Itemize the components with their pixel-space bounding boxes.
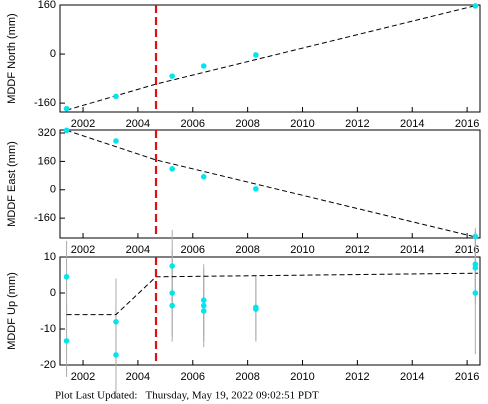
data-point: [253, 306, 259, 313]
x-tick-label: 2006: [181, 244, 205, 256]
data-point: [200, 174, 207, 180]
y-tick-label: -160: [34, 212, 56, 224]
y-tick-label: -160: [34, 97, 56, 109]
y-tick-label: 0: [50, 287, 56, 299]
plot-frame: [59, 4, 481, 113]
data-point: [169, 263, 176, 269]
footer: Plot Last Updated: Thursday, May 19, 202…: [55, 390, 319, 402]
x-tick-label: 2012: [345, 118, 369, 130]
x-tick-label: 2002: [71, 371, 95, 383]
x-tick-label: 2014: [400, 244, 424, 256]
x-tick-label: 2002: [71, 244, 95, 256]
y-tick-label: 0: [50, 48, 56, 60]
y-tick-label: -20: [40, 359, 56, 371]
data-point: [200, 308, 207, 314]
x-tick-label: 2012: [345, 244, 369, 256]
data-point: [200, 297, 207, 304]
x-tick-label: 2014: [400, 371, 424, 383]
x-tick-label: 2016: [455, 118, 479, 130]
data-point: [253, 186, 259, 192]
data-point: [63, 127, 70, 134]
x-tick-label: 2008: [235, 371, 259, 383]
fit-line: [66, 129, 479, 239]
y-tick-label: -10: [40, 323, 56, 335]
x-tick-label: 2002: [71, 118, 95, 130]
y-tick-label: 10: [44, 251, 56, 263]
y-axis-label: MDDF East (mm): [6, 141, 18, 227]
data-point: [63, 338, 70, 344]
data-point: [169, 73, 176, 79]
x-tick-label: 2012: [345, 371, 369, 383]
fit-line: [66, 272, 479, 316]
x-tick-label: 2008: [235, 118, 259, 130]
x-tick-label: 2006: [181, 118, 205, 130]
data-point: [113, 319, 119, 325]
x-tick-label: 2016: [455, 371, 479, 383]
x-tick-label: 2004: [126, 371, 150, 383]
x-tick-label: 2010: [290, 244, 314, 256]
data-point: [200, 302, 207, 309]
data-point: [63, 105, 70, 112]
y-axis-label: MDDF North (mm): [6, 13, 18, 103]
data-point: [472, 3, 479, 9]
data-point: [200, 63, 207, 69]
y-tick-label: 320: [38, 127, 56, 139]
plot-frame: [59, 129, 481, 239]
data-point: [113, 138, 119, 144]
data-point: [113, 352, 119, 358]
data-point: [253, 52, 259, 58]
data-point: [472, 290, 479, 296]
x-tick-label: 2014: [400, 118, 424, 130]
data-point: [63, 274, 70, 280]
y-tick-label: 160: [38, 155, 56, 167]
data-point: [169, 302, 176, 309]
x-tick-label: 2010: [290, 371, 314, 383]
data-point: [169, 166, 176, 172]
x-tick-label: 2016: [455, 244, 479, 256]
y-axis-label: MDDF Up (mm): [6, 272, 18, 350]
x-tick-label: 2010: [290, 118, 314, 130]
y-tick-label: 160: [38, 0, 56, 11]
fit-line: [66, 4, 479, 111]
x-tick-label: 2004: [126, 118, 150, 130]
x-tick-label: 2008: [235, 244, 259, 256]
x-tick-label: 2006: [181, 371, 205, 383]
y-tick-label: 0: [50, 184, 56, 196]
plot-frame: [59, 256, 481, 366]
x-tick-label: 2004: [126, 244, 150, 256]
data-point: [169, 290, 176, 296]
data-point: [472, 265, 479, 271]
data-point: [113, 93, 119, 100]
